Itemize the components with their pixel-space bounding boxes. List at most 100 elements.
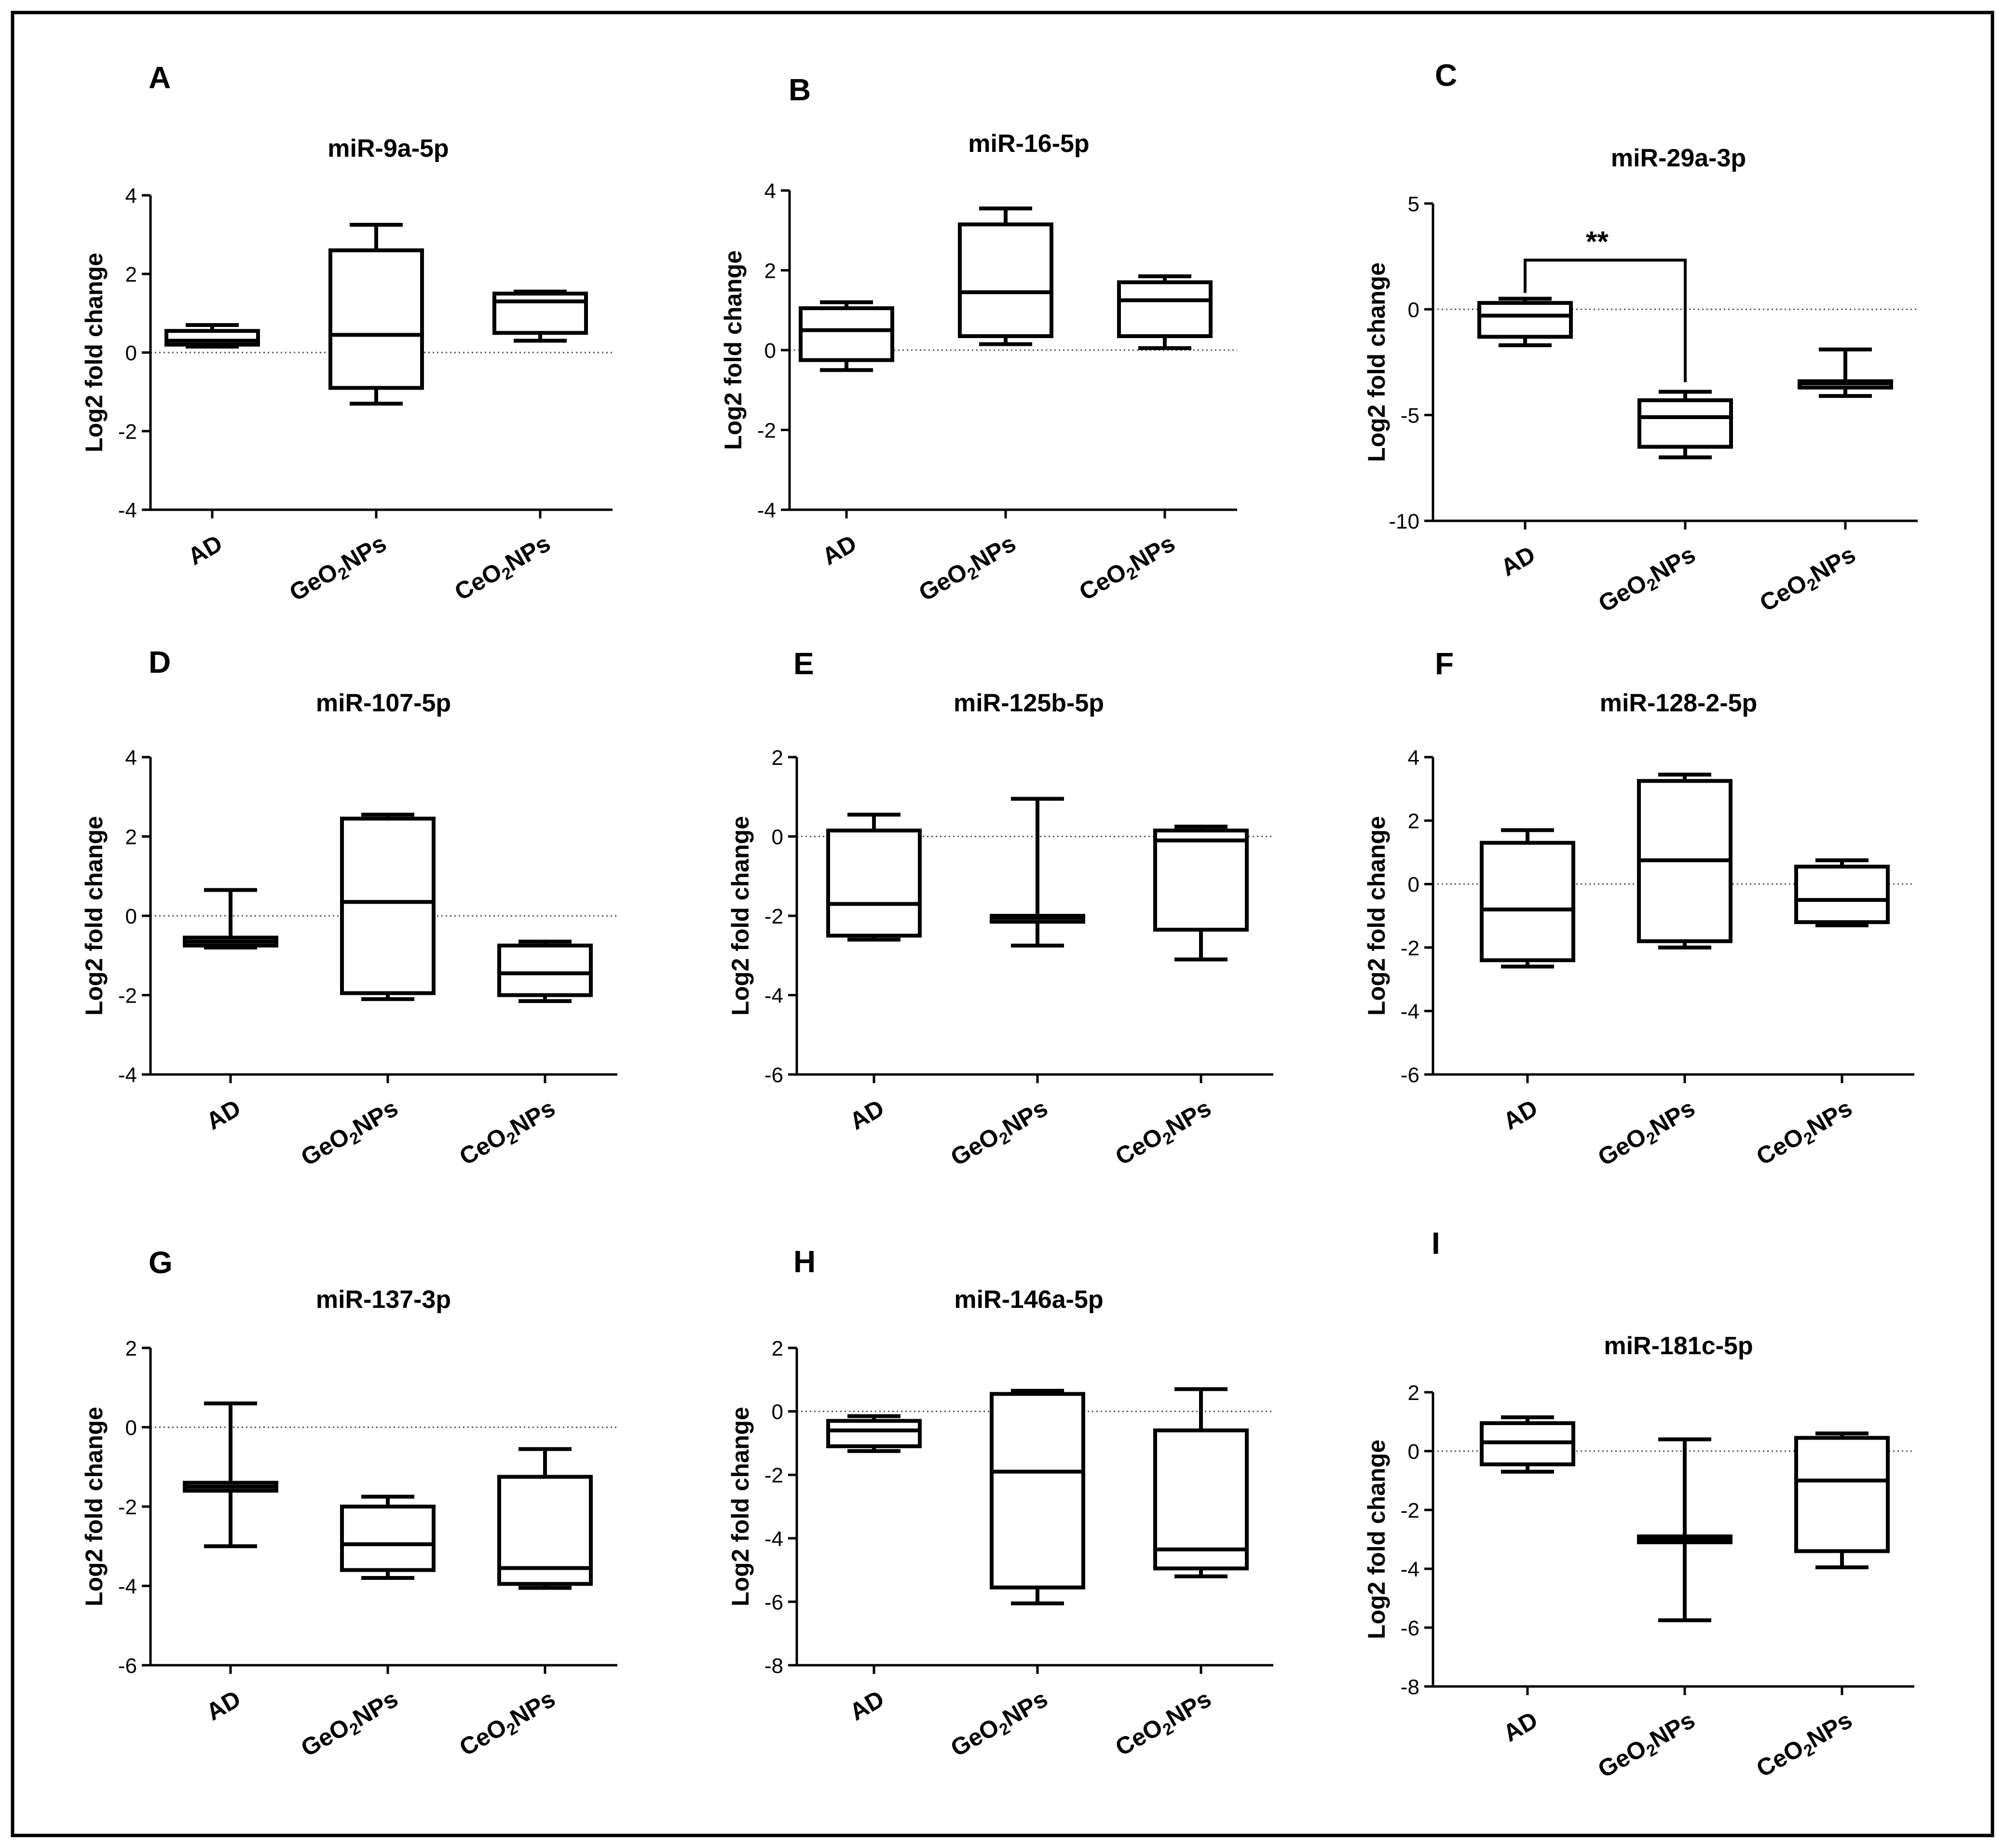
y-tick-label: -4 <box>118 1063 137 1087</box>
box-ceo2nps <box>1153 824 1249 962</box>
iqr-box <box>1153 1428 1249 1571</box>
y-tick-label: 0 <box>1408 1440 1419 1464</box>
panel-letter: G <box>149 1245 173 1280</box>
y-tick-label: -4 <box>764 984 783 1008</box>
box-geo2nps <box>958 206 1053 346</box>
iqr-box <box>826 829 922 938</box>
y-tick-label: -4 <box>757 499 776 522</box>
box-ad <box>799 300 894 372</box>
y-axis-label: Log2 fold change <box>727 1407 754 1606</box>
y-tick-label: 5 <box>1408 192 1419 216</box>
box-ceo2nps <box>497 939 593 1003</box>
y-tick-label: -8 <box>1401 1675 1419 1699</box>
y-tick-label: -4 <box>118 1575 137 1599</box>
box-geo2nps <box>990 797 1085 948</box>
iqr-box <box>1794 865 1890 924</box>
iqr-box <box>1153 829 1249 932</box>
y-tick-label: 2 <box>764 259 776 283</box>
y-tick-label: 2 <box>1408 810 1419 833</box>
y-tick-label: -4 <box>1401 1000 1419 1023</box>
y-tick-label: -4 <box>1401 1558 1419 1581</box>
iqr-box <box>799 306 894 362</box>
y-tick-label: -2 <box>1401 1499 1419 1522</box>
y-tick-label: 4 <box>764 179 776 203</box>
y-tick-label: -2 <box>118 984 137 1008</box>
panel-title: miR-137-3p <box>316 1286 451 1314</box>
iqr-box <box>826 1419 922 1448</box>
box-ad <box>1480 828 1575 969</box>
panel-letter: F <box>1435 646 1454 681</box>
y-tick-label: 2 <box>125 263 137 286</box>
panel-title: miR-9a-5p <box>327 135 449 163</box>
box-geo2nps <box>340 1495 436 1580</box>
panel-letter: D <box>149 645 171 679</box>
y-tick-label: -6 <box>1401 1063 1419 1087</box>
y-tick-label: 4 <box>125 746 137 770</box>
box-ceo2nps <box>1794 858 1890 927</box>
iqr-box <box>1477 301 1573 339</box>
box-geo2nps <box>1637 773 1732 950</box>
panel-letter: E <box>793 646 814 681</box>
y-axis-label: Log2 fold change <box>81 816 108 1016</box>
y-tick-label: 4 <box>1408 746 1419 770</box>
box-ceo2nps <box>492 289 588 343</box>
y-tick-label: -2 <box>118 1495 137 1519</box>
panel-title: miR-29a-3p <box>1611 144 1746 172</box>
significance-label: ** <box>1586 225 1609 258</box>
y-tick-label: -6 <box>1401 1617 1419 1640</box>
y-tick-label: -8 <box>764 1654 783 1678</box>
panel-title: miR-107-5p <box>316 689 451 717</box>
iqr-box <box>340 1505 436 1572</box>
box-ceo2nps <box>1798 347 1893 398</box>
y-tick-label: -2 <box>757 419 776 443</box>
iqr-box <box>497 943 593 997</box>
box-ceo2nps <box>1117 274 1213 350</box>
box-geo2nps <box>990 1388 1085 1605</box>
y-tick-label: 0 <box>125 341 137 365</box>
box-geo2nps <box>328 223 424 406</box>
y-tick-label: 0 <box>764 339 776 363</box>
box-ad <box>1480 1415 1575 1474</box>
iqr-box <box>1637 398 1733 449</box>
iqr-box <box>340 816 436 995</box>
iqr-box <box>990 1392 1085 1590</box>
y-tick-label: 0 <box>772 1400 783 1424</box>
y-axis-label: Log2 fold change <box>720 250 747 450</box>
panel-title: miR-146a-5p <box>954 1286 1103 1314</box>
iqr-box <box>1794 1436 1890 1553</box>
box-ad <box>183 1401 278 1549</box>
iqr-box <box>328 248 424 390</box>
iqr-box <box>497 1475 593 1586</box>
y-tick-label: 0 <box>1408 298 1419 322</box>
box-ceo2nps <box>1153 1387 1249 1578</box>
box-geo2nps <box>1637 390 1733 460</box>
panel-title: miR-16-5p <box>968 130 1089 158</box>
y-tick-label: 2 <box>125 1337 137 1360</box>
y-tick-label: -6 <box>764 1063 783 1087</box>
box-ad <box>1477 297 1573 347</box>
y-tick-label: 2 <box>1408 1381 1419 1405</box>
y-tick-label: -6 <box>118 1654 137 1678</box>
y-tick-label: 2 <box>772 1337 783 1360</box>
panel-letter: H <box>793 1244 816 1279</box>
iqr-box <box>1117 280 1213 339</box>
y-tick-label: 0 <box>125 905 137 928</box>
y-tick-label: 0 <box>772 826 783 849</box>
y-tick-label: -2 <box>1401 937 1419 960</box>
iqr-box <box>958 222 1053 339</box>
y-tick-label: -6 <box>764 1590 783 1614</box>
y-tick-label: -2 <box>118 420 137 444</box>
y-tick-label: 2 <box>125 826 137 849</box>
y-axis-label: Log2 fold change <box>727 816 754 1016</box>
box-ad <box>826 813 922 942</box>
box-geo2nps <box>1637 1437 1732 1622</box>
panel-letter: A <box>149 60 171 95</box>
y-axis-label: Log2 fold change <box>1363 1440 1390 1639</box>
